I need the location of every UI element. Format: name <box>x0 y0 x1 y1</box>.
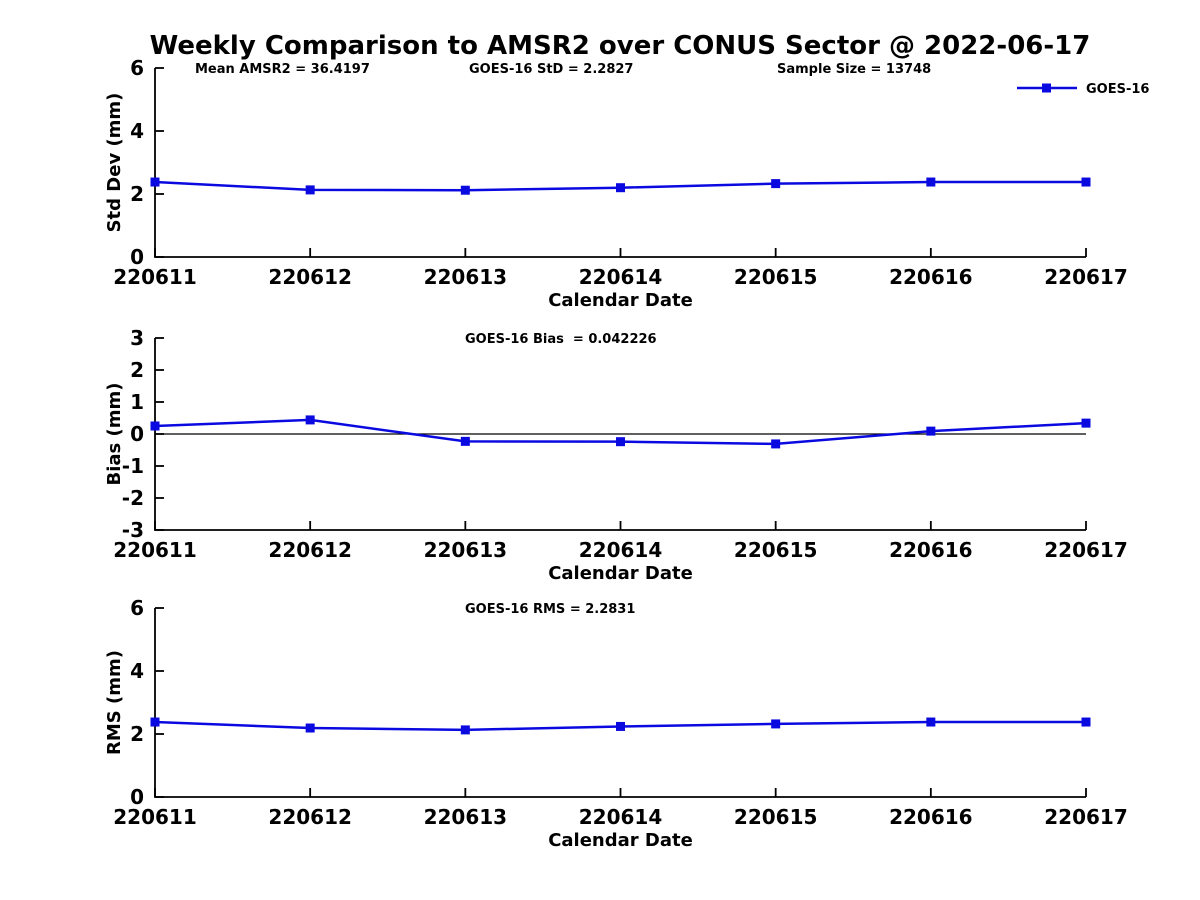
y-tick-label: 2 <box>130 722 144 746</box>
annotation: GOES-16 StD = 2.2827 <box>469 62 633 77</box>
data-point-marker <box>926 177 936 187</box>
x-tick-label: 220614 <box>579 805 663 829</box>
subplot-bias: -3 -2 -1 0 1 2 3 220611 220612 220613 220614 220615… <box>104 326 1128 584</box>
x-axis-label: Calendar Date <box>548 563 693 584</box>
x-tick-label: 220617 <box>1044 265 1128 289</box>
x-axis-label: Calendar Date <box>548 830 693 851</box>
data-point-marker <box>926 717 936 727</box>
y-tick-label: 4 <box>130 659 144 683</box>
data-point-marker <box>1081 717 1091 727</box>
subplot-std-dev: 0 2 4 6 220611 220612 220613 220614 220615 220616… <box>104 56 1149 311</box>
x-tick-label: 220614 <box>579 538 663 562</box>
legend-label: GOES-16 <box>1086 82 1149 97</box>
data-point-marker <box>926 426 936 436</box>
data-point-marker <box>616 721 625 731</box>
data-point-marker <box>305 415 315 425</box>
data-point-marker <box>771 179 781 189</box>
y-tick-label: -2 <box>122 486 144 510</box>
data-point-marker <box>305 723 315 733</box>
data-point-marker <box>1081 418 1091 428</box>
x-tick-label: 220616 <box>889 265 973 289</box>
y-axis-label: Bias (mm) <box>104 383 125 486</box>
y-tick-label: 0 <box>130 785 144 809</box>
data-point-marker <box>616 183 625 193</box>
y-tick-label: 6 <box>130 596 144 620</box>
x-tick-label: 220611 <box>113 805 197 829</box>
data-point-marker <box>1081 177 1091 187</box>
x-tick-label: 220612 <box>268 805 352 829</box>
y-tick-label: 3 <box>130 326 144 350</box>
y-tick-label: 1 <box>130 390 144 414</box>
x-tick-label: 220613 <box>424 538 508 562</box>
data-point-marker <box>771 439 781 449</box>
x-tick-label: 220611 <box>113 538 197 562</box>
data-point-marker <box>460 185 470 195</box>
chart-title: Weekly Comparison to AMSR2 over CONUS Se… <box>149 31 1091 61</box>
x-tick-label: 220613 <box>424 265 508 289</box>
x-tick-label: 220614 <box>579 265 663 289</box>
data-point-marker <box>771 719 781 729</box>
data-point-marker <box>460 725 470 735</box>
x-axis-label: Calendar Date <box>548 290 693 311</box>
y-tick-label: 4 <box>130 119 144 143</box>
data-point-marker <box>305 185 315 195</box>
annotation: GOES-16 Bias = 0.042226 <box>465 332 657 347</box>
y-tick-label: 0 <box>130 245 144 269</box>
y-tick-label: 2 <box>130 182 144 206</box>
annotation: Sample Size = 13748 <box>777 62 931 77</box>
y-tick-label: -1 <box>122 454 144 478</box>
y-tick-label: 2 <box>130 358 144 382</box>
x-tick-label: 220612 <box>268 538 352 562</box>
y-axis-label: RMS (mm) <box>104 650 125 755</box>
data-point-marker <box>150 421 160 431</box>
x-tick-label: 220617 <box>1044 538 1128 562</box>
x-tick-label: 220611 <box>113 265 197 289</box>
data-point-marker <box>150 717 160 727</box>
x-tick-label: 220615 <box>734 805 818 829</box>
data-point-marker <box>616 437 625 447</box>
y-tick-label: -3 <box>122 518 144 542</box>
x-tick-label: 220615 <box>734 538 818 562</box>
legend-marker <box>1042 83 1051 93</box>
x-tick-label: 220617 <box>1044 805 1128 829</box>
x-tick-label: 220615 <box>734 265 818 289</box>
annotation: GOES-16 RMS = 2.2831 <box>465 602 635 617</box>
x-tick-label: 220616 <box>889 805 973 829</box>
x-tick-label: 220613 <box>424 805 508 829</box>
y-tick-label: 6 <box>130 56 144 80</box>
x-tick-label: 220616 <box>889 538 973 562</box>
annotation: Mean AMSR2 = 36.4197 <box>195 62 370 77</box>
data-point-marker <box>150 177 160 187</box>
subplot-rms: 0 2 4 6 220611 220612 220613 220614 220615 220616… <box>104 596 1128 851</box>
y-axis-label: Std Dev (mm) <box>104 93 125 233</box>
y-tick-label: 0 <box>130 422 144 446</box>
data-point-marker <box>460 436 470 446</box>
x-tick-label: 220612 <box>268 265 352 289</box>
